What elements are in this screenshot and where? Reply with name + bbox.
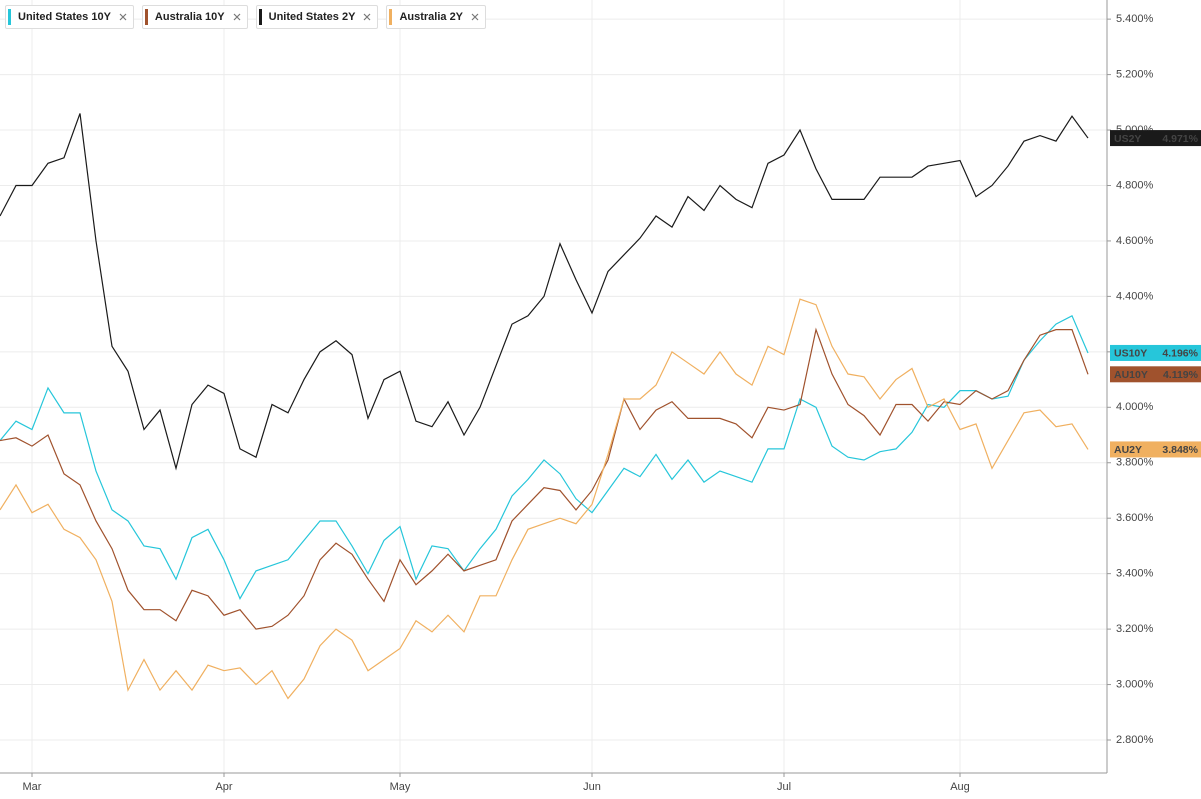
y-tick-label: 2.800%	[1116, 734, 1154, 746]
legend-close[interactable]	[119, 13, 127, 21]
series-line	[0, 113, 1089, 471]
legend-label: Australia 10Y	[154, 11, 225, 23]
legend-item[interactable]: United States 10Y	[5, 5, 134, 29]
value-badge: AU2Y 3.848%	[1110, 441, 1201, 458]
close-icon	[471, 13, 479, 21]
legend-swatch	[144, 9, 148, 25]
x-tick-label: Jun	[583, 781, 601, 793]
y-tick-label: 3.800%	[1116, 457, 1154, 469]
legend-label: United States 2Y	[268, 11, 356, 23]
badge-value: 4.119%	[1163, 369, 1199, 381]
badge-value: 4.196%	[1162, 348, 1198, 360]
y-tick-label: 4.800%	[1116, 179, 1154, 191]
badge-bg	[1110, 366, 1201, 383]
badge-name: AU10Y	[1114, 369, 1148, 381]
y-tick-label: 3.400%	[1116, 568, 1154, 580]
legend: United States 10Y Australia 10Y United Sta…	[5, 5, 487, 29]
x-tick-label: Jul	[777, 781, 791, 793]
legend-item[interactable]: Australia 2Y	[386, 5, 487, 29]
badge-bg	[1110, 130, 1201, 147]
legend-swatch	[389, 9, 393, 25]
legend-close[interactable]	[363, 13, 371, 21]
x-tick-label: Apr	[215, 781, 232, 793]
close-icon	[364, 13, 371, 21]
badge-bg	[1110, 344, 1201, 361]
x-tick-label: May	[390, 781, 411, 793]
legend-swatch	[258, 9, 262, 25]
badge-bg	[1110, 441, 1201, 458]
y-tick-label: 3.200%	[1116, 623, 1154, 635]
legend-item[interactable]: United States 2Y	[255, 5, 379, 29]
y-tick-label: 4.000%	[1116, 401, 1154, 413]
legend-swatch	[8, 9, 11, 25]
series-line	[0, 314, 1089, 600]
y-tick-label: 4.600%	[1116, 235, 1154, 247]
value-badge: US2Y 4.971%	[1110, 130, 1201, 147]
close-icon	[119, 13, 127, 21]
x-tick-label: Mar	[23, 781, 42, 793]
legend-close[interactable]	[233, 13, 241, 21]
series-line	[0, 327, 1089, 630]
badge-value: 4.971%	[1162, 133, 1198, 145]
badge-name: AU2Y	[1114, 444, 1142, 456]
y-tick-label: 3.000%	[1116, 678, 1154, 690]
legend-label: United States 10Y	[18, 11, 111, 23]
y-tick-label: 4.400%	[1116, 290, 1154, 302]
legend-label: Australia 2Y	[399, 11, 464, 23]
x-tick-label: Aug	[950, 781, 970, 793]
legend-item[interactable]: Australia 10Y	[141, 5, 248, 29]
y-tick-label: 5.400%	[1116, 13, 1154, 25]
badge-name: US10Y	[1114, 348, 1147, 360]
badge-value: 3.848%	[1162, 444, 1198, 456]
badge-name: US2Y	[1114, 133, 1141, 145]
series-line	[0, 298, 1089, 700]
y-tick-label: 5.200%	[1116, 68, 1154, 80]
value-badge: AU10Y 4.119%	[1110, 366, 1201, 383]
legend-close[interactable]	[471, 13, 479, 21]
y-tick-label: 3.600%	[1116, 512, 1154, 524]
value-badge: US10Y 4.196%	[1110, 344, 1201, 361]
close-icon	[233, 13, 241, 21]
